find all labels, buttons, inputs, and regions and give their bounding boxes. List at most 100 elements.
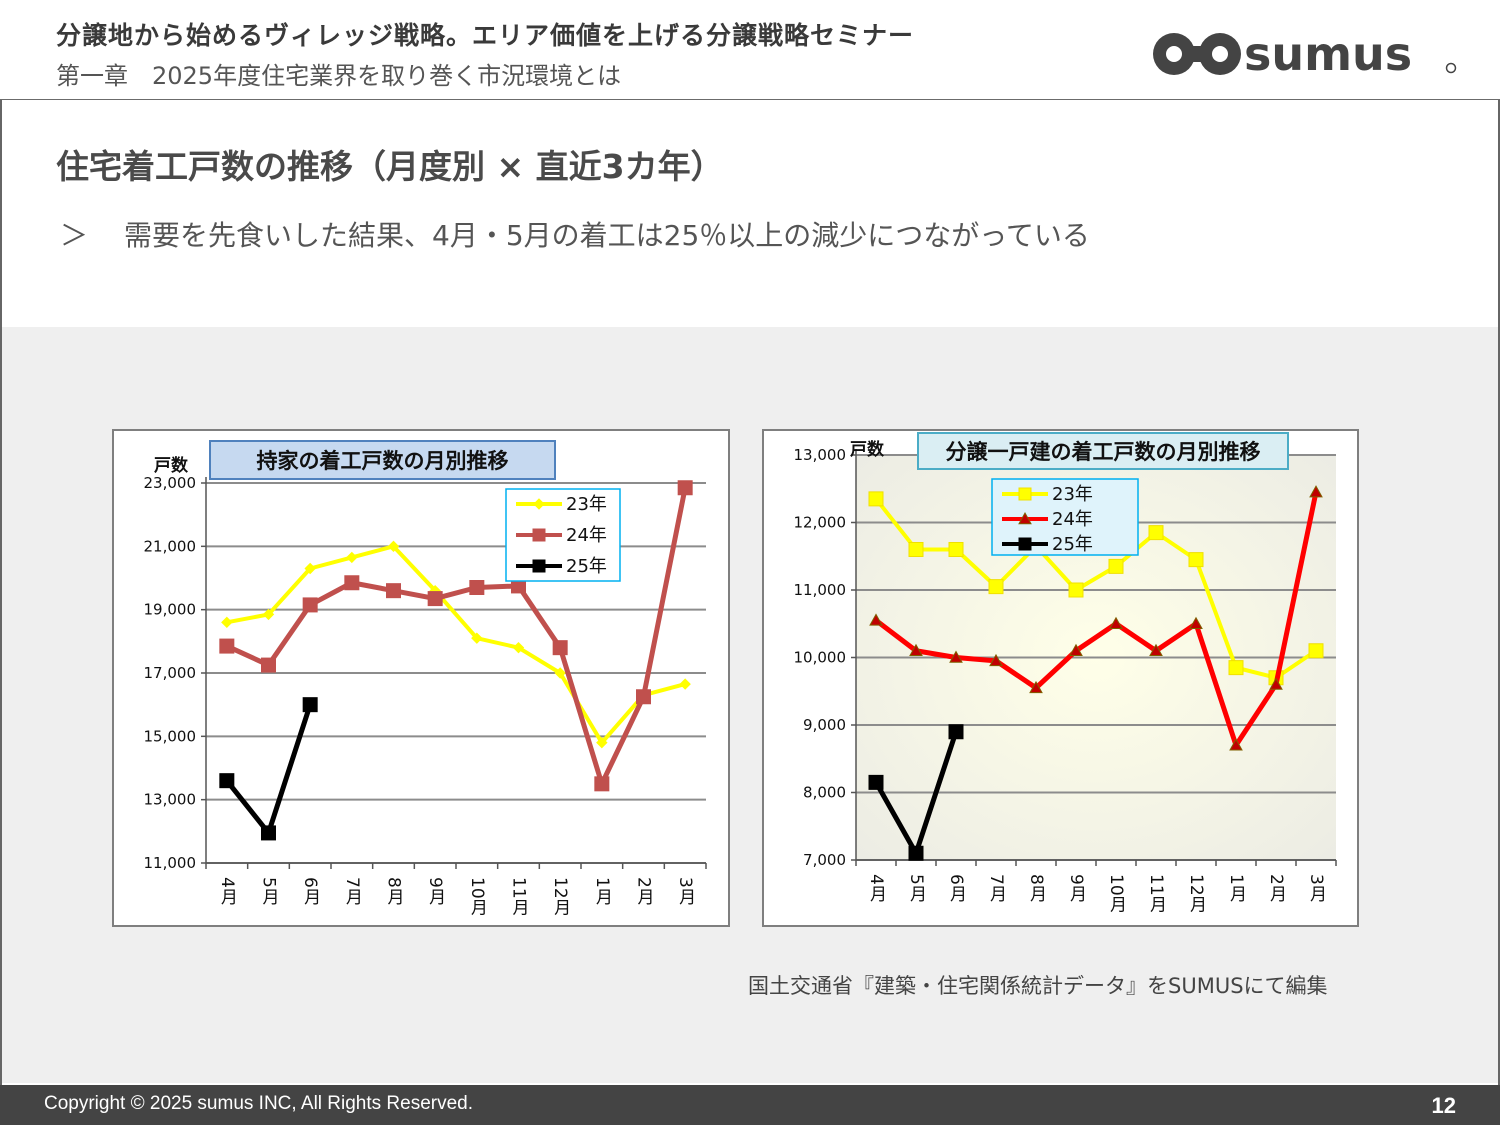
built-for-sale-chart-svg: 7,000 8,000 9,000 10,000 11,000 12,000 13,000 4… <box>794 432 1337 913</box>
series-25年 <box>219 697 318 841</box>
y-axis-label: 戸数 <box>850 439 885 460</box>
series-24年 <box>219 480 693 792</box>
legend-label: 24年 <box>1052 509 1093 530</box>
x-tick-label: 4月 <box>217 877 238 905</box>
data-point <box>1109 616 1123 630</box>
y-tick-label: 10,000 <box>794 649 847 667</box>
data-point <box>302 597 318 613</box>
chart-title-box <box>209 440 556 480</box>
x-tick-label: 6月 <box>946 874 967 902</box>
data-point <box>387 540 400 553</box>
legend-label: 25年 <box>566 556 607 577</box>
logo-wordmark: sumus <box>1244 28 1412 81</box>
data-point <box>1229 738 1243 751</box>
data-point <box>1189 616 1203 630</box>
y-tick-label: 8,000 <box>803 784 846 802</box>
data-point <box>1018 537 1032 551</box>
data-point <box>1018 487 1032 501</box>
data-point <box>346 551 358 564</box>
data-point <box>1308 643 1324 659</box>
x-tick-label: 6月 <box>300 877 321 905</box>
frame-left-border <box>0 100 2 1085</box>
y-tick-label: 11,000 <box>794 581 847 599</box>
data-point <box>552 640 568 656</box>
bullet-arrow-icon: ＞ <box>60 219 89 252</box>
data-point <box>677 480 693 496</box>
data-point <box>304 562 316 575</box>
legend-label: 23年 <box>1052 484 1093 505</box>
data-point <box>261 657 276 673</box>
x-tick-label: 5月 <box>259 877 280 905</box>
data-point <box>1068 582 1084 598</box>
data-point <box>1069 643 1083 657</box>
data-point <box>1309 485 1323 498</box>
x-tick-label: 10月 <box>467 877 488 916</box>
data-point <box>262 608 275 621</box>
data-point <box>469 580 485 595</box>
data-point <box>344 575 360 591</box>
slide-header: 分譲地から始めるヴィレッジ戦略。エリア価値を上げる分譲戦略セミナー 第一章 20… <box>0 0 1500 100</box>
x-tick-label: 3月 <box>675 877 696 905</box>
x-tick-label: 12月 <box>550 877 571 916</box>
data-point <box>471 632 483 644</box>
bullet-point: ＞ 需要を先食いした結果、4月・5月の着工は25％以上の減少につながっている <box>60 214 1090 254</box>
y-tick-label: 23,000 <box>144 474 197 492</box>
y-tick-label: 13,000 <box>794 446 847 464</box>
chart-title: 分譲一戸建の着工戸数の月別推移 <box>946 440 1261 464</box>
y-tick-label: 17,000 <box>144 664 197 682</box>
x-tick-label: 11月 <box>1146 874 1167 913</box>
legend-label: 23年 <box>566 494 607 515</box>
owner-house-chart: 11,000 13,000 15,000 17,000 19,000 21,000 23,0… <box>112 429 730 927</box>
legend-label: 25年 <box>1052 534 1093 555</box>
y-tick-label: 12,000 <box>794 514 847 532</box>
data-point <box>219 638 235 654</box>
data-point <box>1148 525 1164 541</box>
chapter-subtitle: 第一章 2025年度住宅業界を取り巻く市況環境とは <box>56 62 622 90</box>
data-point <box>868 491 884 507</box>
y-axis-label: 戸数 <box>154 455 189 476</box>
x-tick-label: 9月 <box>1066 874 1087 902</box>
data-point <box>1228 660 1244 676</box>
data-point <box>261 825 276 841</box>
data-point <box>868 774 884 790</box>
x-tick-label: 1月 <box>1226 874 1247 902</box>
slide-footer: Copyright © 2025 sumus INC, All Rights R… <box>0 1085 1500 1125</box>
series-line <box>226 544 686 745</box>
x-tick-label: 4月 <box>866 874 887 902</box>
frame-right-border <box>1498 100 1500 1085</box>
data-point <box>1188 552 1204 568</box>
x-tick-label: 7月 <box>342 877 363 905</box>
x-tick-label: 3月 <box>1306 874 1327 902</box>
y-tick-label: 9,000 <box>803 716 846 734</box>
data-point <box>1269 677 1283 690</box>
y-tick-label: 11,000 <box>144 854 197 872</box>
built-for-sale-chart: 7,000 8,000 9,000 10,000 11,000 12,000 13,000 4… <box>762 429 1359 927</box>
sumus-logo-mark: sumus <box>1153 27 1457 81</box>
data-point <box>949 650 963 663</box>
y-tick-label: 13,000 <box>144 791 197 809</box>
sumus-logo: sumus <box>1146 27 1466 84</box>
data-point <box>1018 511 1032 525</box>
x-tick-label: 10月 <box>1106 874 1127 913</box>
data-point <box>532 528 546 542</box>
data-point <box>909 643 923 657</box>
y-tick-label: 15,000 <box>144 727 197 745</box>
data-point <box>533 498 545 510</box>
legend-label: 24年 <box>566 525 607 546</box>
data-point <box>532 559 546 573</box>
copyright-text: Copyright © 2025 sumus INC, All Rights R… <box>44 1093 474 1114</box>
data-point <box>302 697 318 713</box>
data-point <box>221 616 233 629</box>
x-tick-label: 12月 <box>1186 874 1207 913</box>
chart-title: 持家の着工戸数の月別推移 <box>257 449 509 473</box>
y-tick-label: 21,000 <box>144 537 197 555</box>
data-point <box>512 641 525 654</box>
data-point <box>908 542 924 557</box>
data-point <box>554 667 566 679</box>
data-point <box>948 542 964 557</box>
data-point <box>988 579 1004 595</box>
y-tick-label: 7,000 <box>803 851 846 869</box>
data-point <box>1029 680 1043 694</box>
data-point <box>427 591 443 607</box>
chart-legend: 23年 24年 25年 <box>505 488 621 582</box>
